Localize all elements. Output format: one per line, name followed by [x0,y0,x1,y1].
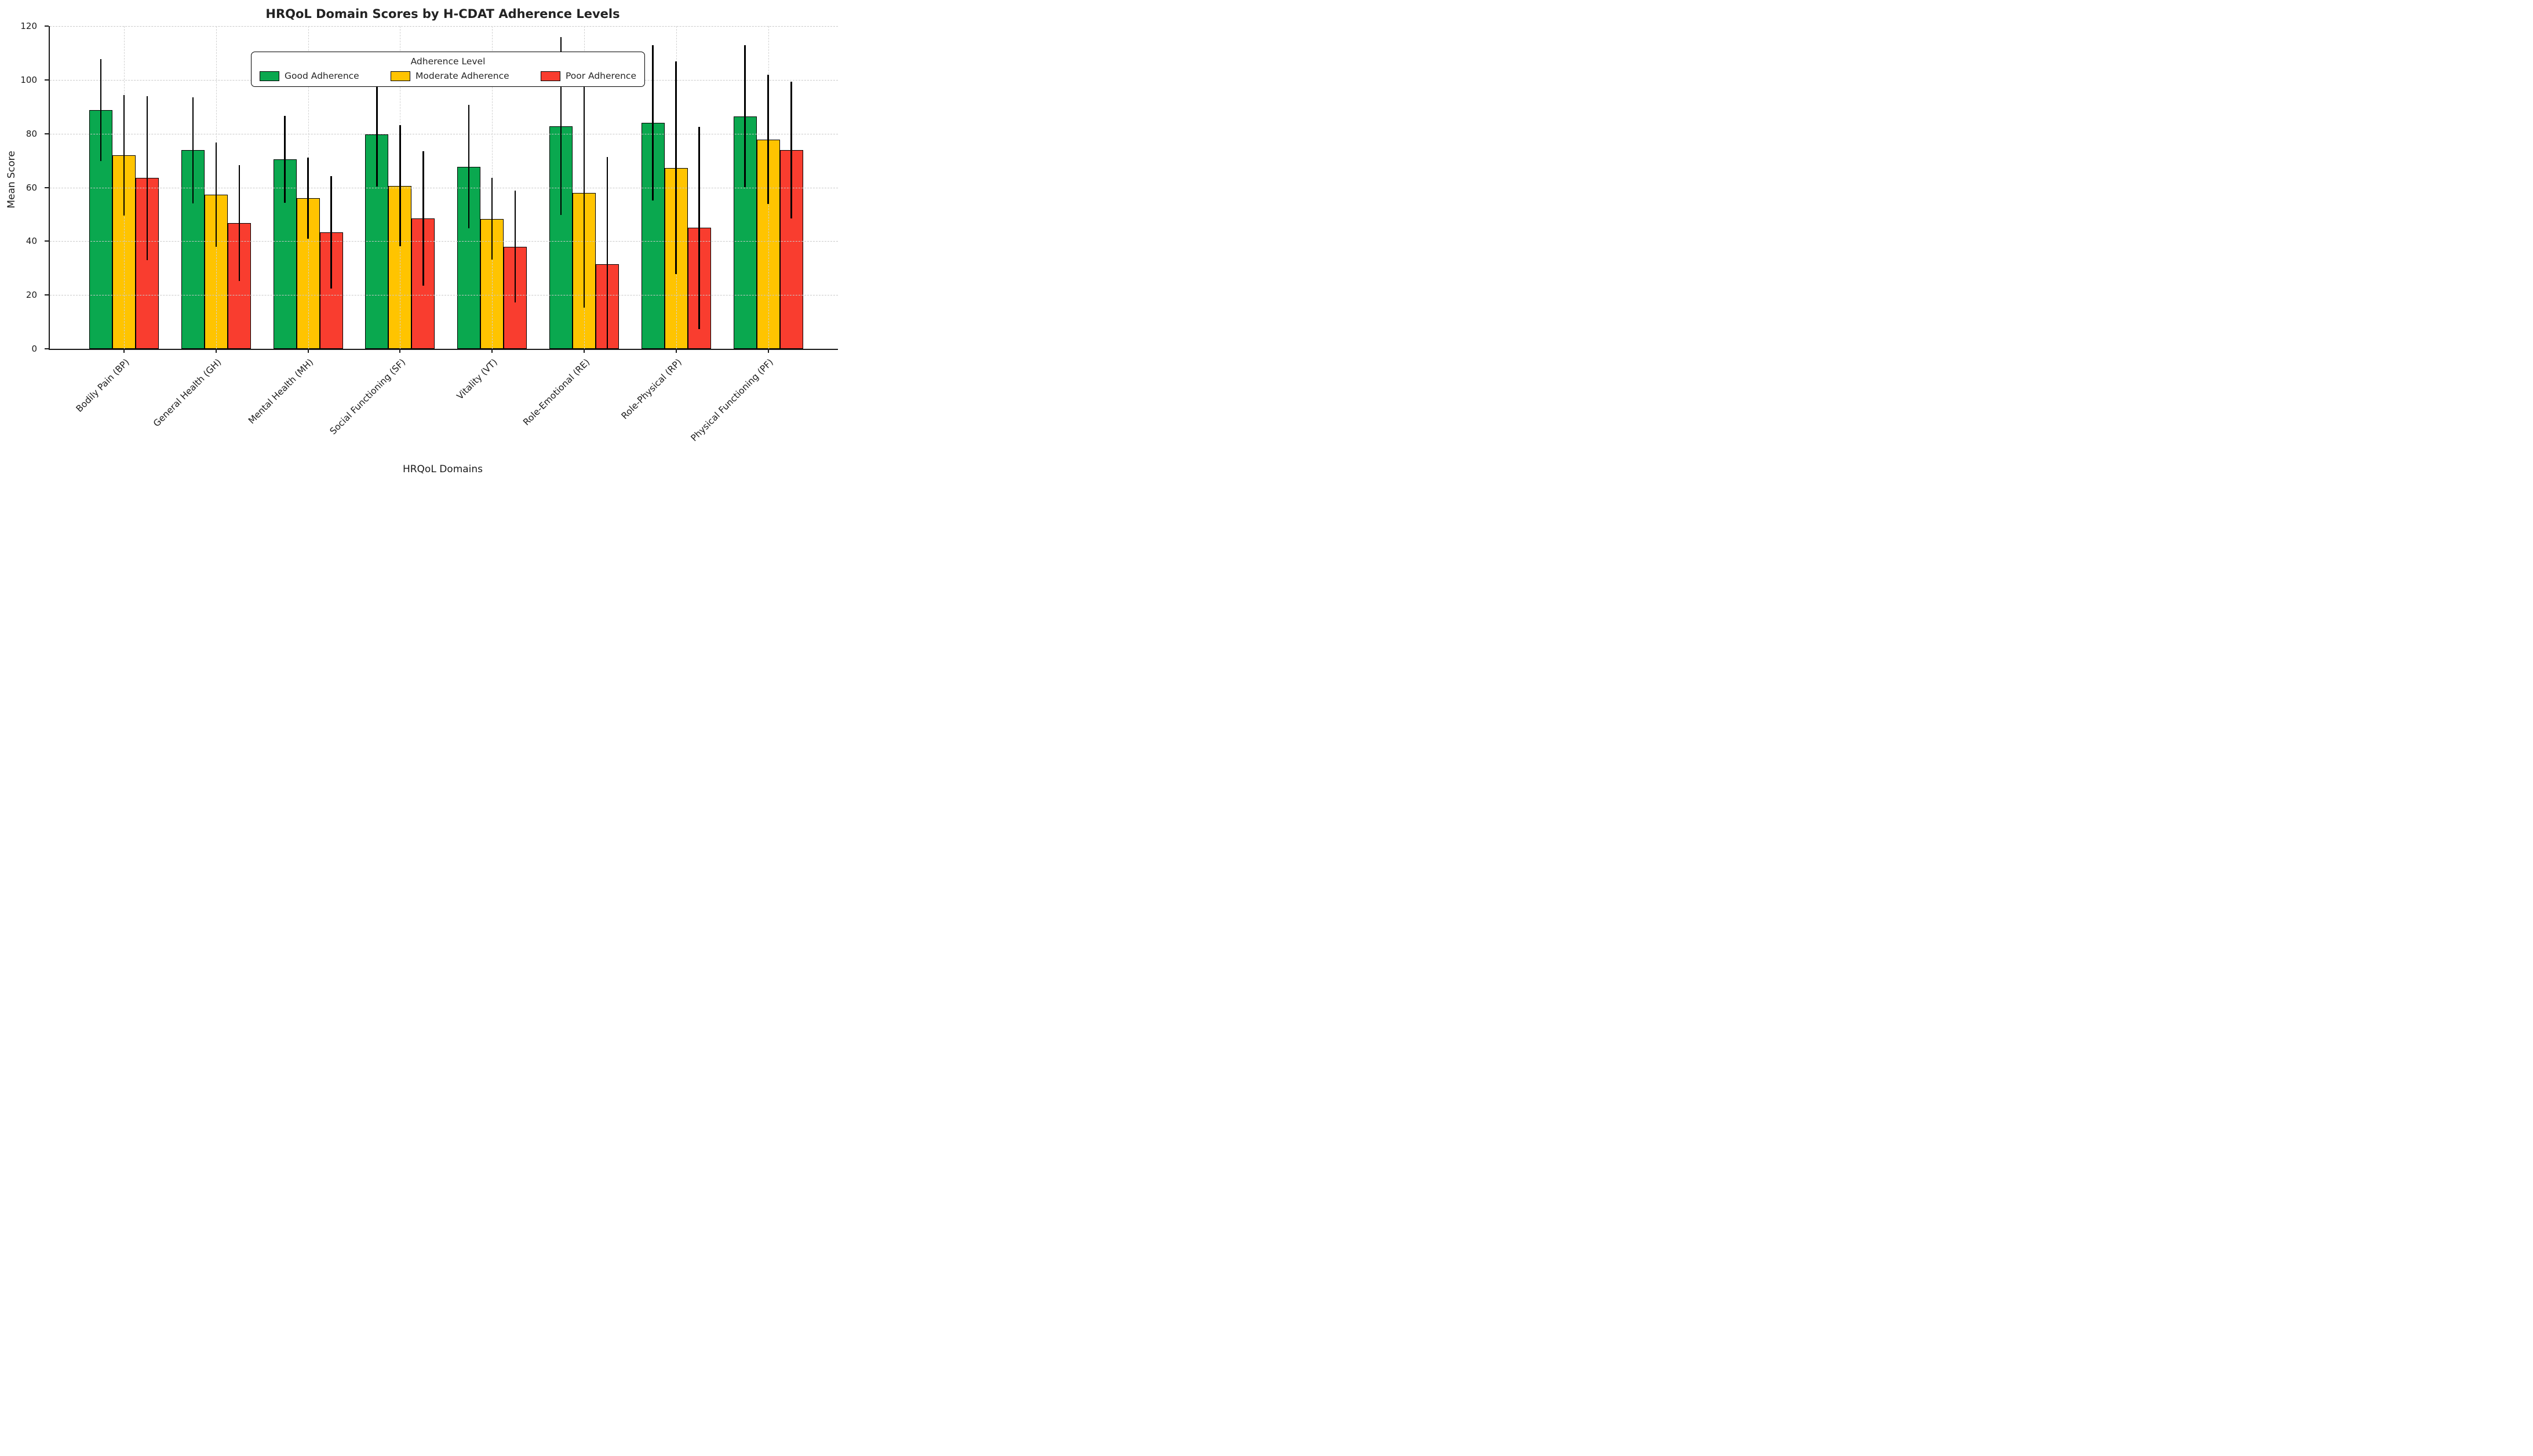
legend-label: Poor Adherence [565,71,636,81]
error-bar [238,165,240,282]
y-tick-label: 120 [20,21,37,31]
y-tick [45,348,49,349]
bar-good-adherence [181,150,205,349]
x-tick-label: Role-Emotional (RE) [520,357,592,428]
error-bar [491,178,493,260]
legend: Adherence Level Good Adherence Moderate A… [251,52,645,87]
legend-swatch-icon [540,71,560,81]
y-tick [45,79,49,81]
error-bar [652,45,654,200]
error-bar [583,78,585,308]
y-tick [45,25,49,27]
y-tick-label: 0 [31,344,37,354]
error-bar [767,75,769,205]
plot-area: 0 20 40 60 80 100 120 Bodily Pain (BP) General H… [20,21,838,443]
x-tick-label: General Health (GH) [151,357,224,429]
x-tick-label: Mental Health (MH) [246,357,316,426]
gridline-y-120 [50,26,838,27]
error-bar [307,157,309,239]
y-tick-label: 80 [25,128,37,139]
bar-good-adherence [89,110,112,349]
x-tick-label: Social Functioning (SF) [327,357,408,437]
x-tick-label: Physical Functioning (PF) [688,357,776,444]
legend-swatch-icon [260,71,279,81]
error-bar [514,191,516,303]
legend-entry: Moderate Adherence [391,71,509,81]
legend-entries: Good Adherence Moderate Adherence Poor Adh… [260,71,636,81]
error-bar [284,115,286,203]
legend-entry: Poor Adherence [540,71,636,81]
legend-entry: Good Adherence [260,71,359,81]
error-bar [146,96,148,260]
x-tick [491,349,493,353]
x-tick-label: Role-Physical (RP) [619,357,684,422]
error-bar [330,176,332,289]
error-bar [560,37,562,215]
y-tick [45,294,49,296]
error-bar [698,126,700,329]
legend-title: Adherence Level [410,56,486,67]
y-tick-label: 40 [25,236,37,247]
x-tick [123,349,125,353]
error-bar [215,142,217,247]
legend-label: Good Adherence [285,71,359,81]
error-bar [675,61,677,274]
figure: HRQoL Domain Scores by H-CDAT Adherence … [0,0,844,486]
y-tick-label: 20 [25,290,37,301]
chart-title: HRQoL Domain Scores by H-CDAT Adherence … [265,7,620,21]
bar-poor-adherence [504,246,527,349]
bar-good-adherence [457,166,481,349]
legend-swatch-icon [391,71,411,81]
gridline-y-40 [50,241,838,242]
error-bar [123,94,125,216]
error-bar [376,82,378,187]
error-bar [744,45,746,188]
x-tick-label: Vitality (VT) [454,357,500,402]
error-bar [606,156,608,349]
legend-label: Moderate Adherence [416,71,509,81]
error-bar [790,81,792,219]
x-tick [215,349,217,353]
x-tick-label: Bodily Pain (BP) [74,357,132,414]
x-axis-label: HRQoL Domains [402,464,483,475]
error-bar [468,105,470,229]
x-tick [583,349,585,353]
x-tick [767,349,769,353]
y-axis-label: Mean Score [6,151,17,209]
y-tick-label: 100 [20,74,37,85]
y-tick [45,133,49,134]
x-tick [399,349,401,353]
y-tick [45,240,49,242]
error-bar [192,97,194,204]
x-tick [675,349,677,353]
error-bar [100,59,102,162]
x-tick [307,349,309,353]
error-bar [422,151,424,286]
y-tick-label: 60 [25,182,37,193]
y-tick [45,187,49,188]
error-bar [399,125,401,247]
